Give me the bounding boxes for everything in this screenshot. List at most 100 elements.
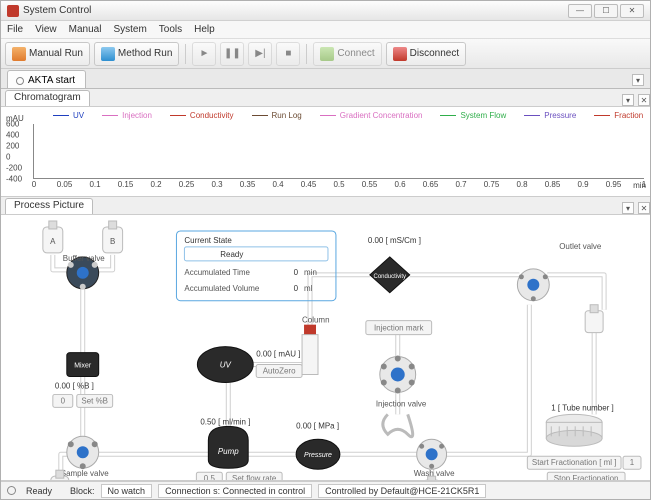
- status-controlled: Controlled by Default@HCE-21CK5R1: [318, 484, 486, 498]
- x-tick: 0.55: [362, 180, 378, 189]
- tab-akta-start[interactable]: AKTA start: [7, 70, 86, 88]
- pause-button[interactable]: ❚❚: [220, 42, 244, 66]
- svg-text:AutoZero: AutoZero: [263, 367, 296, 376]
- x-tick: 0.6: [394, 180, 405, 189]
- uv-autozero-button[interactable]: AutoZero: [256, 365, 302, 378]
- svg-text:UV: UV: [220, 361, 232, 370]
- x-tick: 1: [642, 180, 646, 189]
- manual-run-icon: [12, 47, 26, 61]
- chromo-legend: UVInjectionConductivityRun LogGradient C…: [33, 109, 644, 122]
- statusbar: Ready Block: No watch Connection s: Conn…: [1, 481, 650, 499]
- svg-text:Pump: Pump: [218, 447, 239, 456]
- menu-view[interactable]: View: [35, 24, 57, 35]
- process-close-icon[interactable]: ✕: [638, 202, 650, 214]
- close-button[interactable]: ✕: [620, 4, 644, 18]
- process-panel: A B Buffer valve Mixer 0.00 [ %B ] 0 Set…: [1, 215, 650, 481]
- svg-text:Set flow rate: Set flow rate: [232, 474, 277, 481]
- method-run-button[interactable]: Method Run: [94, 42, 179, 66]
- pause-icon: ❚❚: [224, 48, 241, 59]
- x-tick: 0.25: [179, 180, 195, 189]
- x-tick: 0.9: [577, 180, 588, 189]
- y-tick: -400: [6, 175, 22, 184]
- svg-text:A: A: [50, 237, 56, 246]
- menu-tools[interactable]: Tools: [159, 24, 182, 35]
- mixer-set-button[interactable]: Set %B: [77, 394, 113, 407]
- process-dropdown-icon[interactable]: ▾: [622, 202, 634, 214]
- x-tick: 0.4: [272, 180, 283, 189]
- x-tick: 0.2: [150, 180, 161, 189]
- svg-text:Ready: Ready: [220, 250, 243, 259]
- chromo-dropdown-icon[interactable]: ▾: [622, 94, 634, 106]
- sample-valve[interactable]: Sample valve: [61, 436, 109, 478]
- menu-help[interactable]: Help: [194, 24, 215, 35]
- x-tick: 0.8: [516, 180, 527, 189]
- injection-valve[interactable]: Injection valve: [376, 356, 427, 408]
- x-tick: 0.05: [57, 180, 73, 189]
- x-tick: 0.75: [484, 180, 500, 189]
- step-button[interactable]: ▶|: [248, 42, 272, 66]
- method-run-label: Method Run: [118, 48, 172, 59]
- tab-dropdown-icon[interactable]: ▾: [632, 74, 644, 86]
- stop-button[interactable]: ■: [276, 42, 300, 66]
- play-icon: ►: [199, 48, 209, 59]
- x-tick: 0.35: [240, 180, 256, 189]
- svg-text:B: B: [110, 237, 115, 246]
- play-button[interactable]: ►: [192, 42, 216, 66]
- svg-text:0: 0: [294, 268, 299, 277]
- y-tick: 600: [6, 120, 19, 129]
- x-tick: 0.1: [89, 180, 100, 189]
- process-tab[interactable]: Process Picture: [5, 198, 93, 214]
- process-svg: A B Buffer valve Mixer 0.00 [ %B ] 0 Set…: [1, 215, 650, 481]
- mixer-zero-button[interactable]: 0: [53, 394, 73, 407]
- wash-valve[interactable]: Wash valve: [414, 439, 455, 478]
- legend-item: Gradient Concentration: [320, 111, 423, 120]
- menu-system[interactable]: System: [113, 24, 146, 35]
- y-tick: 400: [6, 131, 19, 140]
- app-window: System Control — ☐ ✕ File View Manual Sy…: [0, 0, 651, 500]
- legend-item: Pressure: [524, 111, 576, 120]
- buffer-valve[interactable]: Buffer valve: [63, 254, 106, 290]
- chromo-tab[interactable]: Chromatogram: [5, 90, 90, 106]
- pump[interactable]: Pump: [208, 426, 248, 468]
- minimize-button[interactable]: —: [568, 4, 592, 18]
- pump-val-button[interactable]: 0.5: [196, 472, 222, 481]
- svg-text:0: 0: [61, 396, 66, 405]
- status-ready: Ready: [26, 486, 52, 496]
- menu-file[interactable]: File: [7, 24, 23, 35]
- svg-text:Column: Column: [302, 316, 329, 325]
- svg-text:ml: ml: [304, 284, 313, 293]
- mixer[interactable]: Mixer: [67, 353, 99, 377]
- state-box: Current State Ready Accumulated Time 0 m…: [176, 231, 335, 301]
- svg-text:Pressure: Pressure: [304, 452, 332, 459]
- outlet-bottle: [585, 305, 603, 333]
- svg-text:Current State: Current State: [184, 236, 232, 245]
- manual-run-button[interactable]: Manual Run: [5, 42, 90, 66]
- conductivity[interactable]: Conductivity: [370, 257, 410, 293]
- chromo-close-icon[interactable]: ✕: [638, 94, 650, 106]
- start-frac-button[interactable]: Start Fractionation [ ml ]: [527, 456, 621, 469]
- svg-text:Start Fractionation [ ml ]: Start Fractionation [ ml ]: [532, 458, 617, 467]
- svg-text:Conductivity: Conductivity: [374, 274, 407, 280]
- uv-detector[interactable]: UV: [197, 347, 253, 383]
- y-tick: 200: [6, 142, 19, 151]
- maximize-button[interactable]: ☐: [594, 4, 618, 18]
- injection-mark-button[interactable]: Injection mark: [366, 321, 432, 335]
- svg-text:0.5: 0.5: [204, 474, 216, 481]
- menu-manual[interactable]: Manual: [69, 24, 102, 35]
- disconnect-icon: [393, 47, 407, 61]
- x-tick: 0.95: [606, 180, 622, 189]
- svg-text:Mixer: Mixer: [74, 363, 92, 370]
- outlet-valve[interactable]: Outlet valve: [517, 242, 602, 301]
- svg-text:0.00 [ mS/Cm ]: 0.00 [ mS/Cm ]: [368, 236, 421, 245]
- pressure[interactable]: Pressure: [296, 439, 340, 469]
- status-connection: Connection s: Connected in control: [158, 484, 312, 498]
- svg-text:min: min: [304, 268, 317, 277]
- start-frac-val[interactable]: 1: [623, 456, 641, 469]
- y-tick: -200: [6, 164, 22, 173]
- fraction-collector[interactable]: [546, 414, 602, 446]
- pump-set-button[interactable]: Set flow rate: [226, 472, 282, 481]
- connect-button[interactable]: Connect: [313, 42, 381, 66]
- stop-frac-button[interactable]: Stop Fractionation: [547, 472, 625, 481]
- svg-text:Buffer valve: Buffer valve: [63, 254, 106, 263]
- disconnect-button[interactable]: Disconnect: [386, 42, 466, 66]
